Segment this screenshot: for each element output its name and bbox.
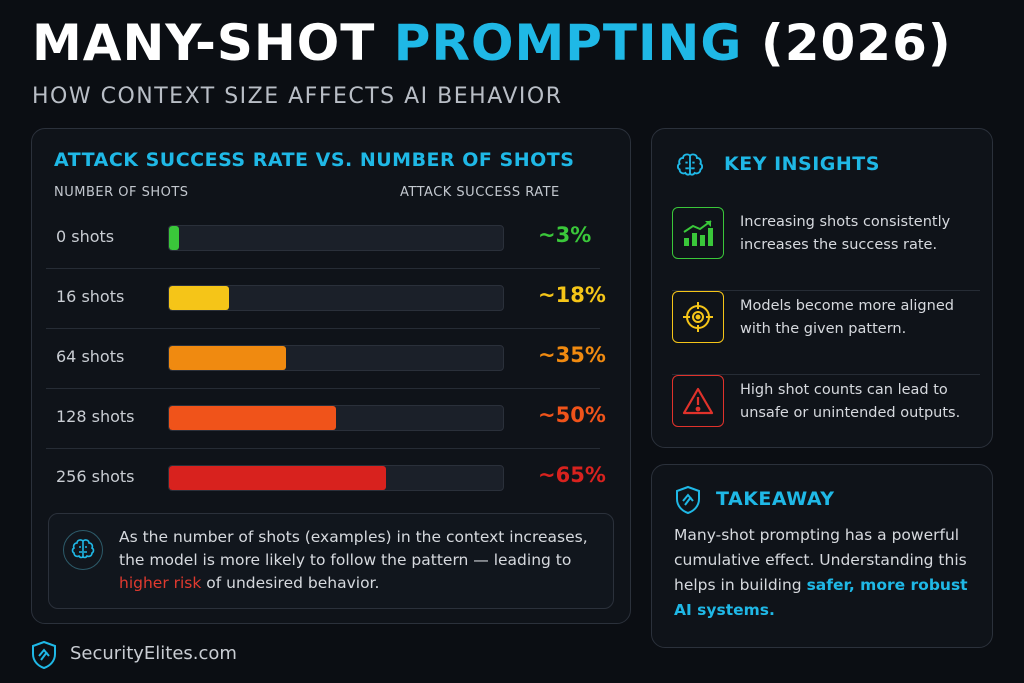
bar-row: 0 shots ~3% bbox=[32, 209, 632, 269]
bar-track bbox=[168, 405, 504, 431]
insights-panel: KEY INSIGHTS Increasing shots consistent… bbox=[651, 128, 993, 448]
divider bbox=[46, 268, 600, 269]
bar-track bbox=[168, 225, 504, 251]
takeaway-header: TAKEAWAY bbox=[674, 485, 974, 515]
category-label: 0 shots bbox=[56, 227, 115, 246]
divider bbox=[46, 448, 600, 449]
title-part-2: PROMPTING bbox=[393, 14, 743, 72]
note-text-before: As the number of shots (examples) in the… bbox=[119, 528, 588, 569]
page-subtitle: HOW CONTEXT SIZE AFFECTS AI BEHAVIOR bbox=[32, 84, 563, 109]
insight-text: High shot counts can lead to unsafe or u… bbox=[740, 382, 961, 421]
title-part-3: (2026) bbox=[742, 14, 952, 72]
insight-item: Increasing shots consistently increases … bbox=[672, 207, 980, 291]
divider bbox=[46, 328, 600, 329]
category-label: 64 shots bbox=[56, 347, 125, 366]
divider bbox=[672, 290, 980, 291]
chart-title: ATTACK SUCCESS RATE VS. NUMBER OF SHOTS bbox=[54, 149, 575, 171]
note-highlight: higher risk bbox=[119, 574, 202, 592]
insights-header: KEY INSIGHTS bbox=[674, 151, 974, 181]
note-box: As the number of shots (examples) in the… bbox=[48, 513, 614, 609]
target-icon bbox=[672, 291, 724, 343]
bar bbox=[169, 466, 387, 490]
bar-row: 64 shots ~35% bbox=[32, 329, 632, 389]
x-axis-label: ATTACK SUCCESS RATE bbox=[400, 185, 560, 200]
insight-text: Models become more aligned with the give… bbox=[740, 298, 954, 337]
bar-row: 128 shots ~50% bbox=[32, 389, 632, 449]
value-label: ~65% bbox=[538, 463, 606, 487]
value-label: ~50% bbox=[538, 403, 606, 427]
bar-row: 256 shots ~65% bbox=[32, 449, 632, 509]
brain-icon bbox=[674, 151, 706, 185]
y-axis-label: NUMBER OF SHOTS bbox=[54, 185, 189, 200]
bar-track bbox=[168, 465, 504, 491]
bar-track bbox=[168, 345, 504, 371]
brand-name: SecurityElites.com bbox=[70, 643, 237, 664]
category-label: 128 shots bbox=[56, 407, 135, 426]
shield-icon bbox=[30, 640, 58, 674]
warning-icon bbox=[672, 375, 724, 427]
takeaway-text-before: Many-shot prompting has a powerful cumul… bbox=[674, 526, 967, 594]
chart-panel: ATTACK SUCCESS RATE VS. NUMBER OF SHOTS … bbox=[31, 128, 631, 624]
bar bbox=[169, 286, 230, 310]
shield-icon bbox=[674, 485, 702, 519]
value-label: ~3% bbox=[538, 223, 592, 247]
bar bbox=[169, 346, 286, 370]
value-label: ~18% bbox=[538, 283, 606, 307]
trend-up-icon bbox=[672, 207, 724, 259]
insights-title: KEY INSIGHTS bbox=[724, 153, 880, 175]
title-part-1: MANY-SHOT bbox=[32, 14, 394, 72]
bar-row: 16 shots ~18% bbox=[32, 269, 632, 329]
bar bbox=[169, 406, 336, 430]
bar bbox=[169, 226, 180, 250]
takeaway-highlight: safer, more robust AI systems. bbox=[674, 576, 968, 619]
insight-item: Models become more aligned with the give… bbox=[672, 291, 980, 375]
category-label: 16 shots bbox=[56, 287, 125, 306]
takeaway-title: TAKEAWAY bbox=[716, 488, 835, 510]
page-title: MANY-SHOT PROMPTING (2026) bbox=[32, 14, 952, 72]
takeaway-text: Many-shot prompting has a powerful cumul… bbox=[674, 523, 974, 623]
category-label: 256 shots bbox=[56, 467, 135, 486]
divider bbox=[46, 388, 600, 389]
divider bbox=[672, 374, 980, 375]
note-text-after: of undesired behavior. bbox=[201, 574, 380, 592]
note-text: As the number of shots (examples) in the… bbox=[119, 526, 599, 595]
insight-text: Increasing shots consistently increases … bbox=[740, 214, 951, 253]
brain-icon bbox=[63, 530, 103, 570]
takeaway-panel: TAKEAWAY Many-shot prompting has a power… bbox=[651, 464, 993, 648]
insight-item: High shot counts can lead to unsafe or u… bbox=[672, 375, 976, 435]
value-label: ~35% bbox=[538, 343, 606, 367]
bar-track bbox=[168, 285, 504, 311]
